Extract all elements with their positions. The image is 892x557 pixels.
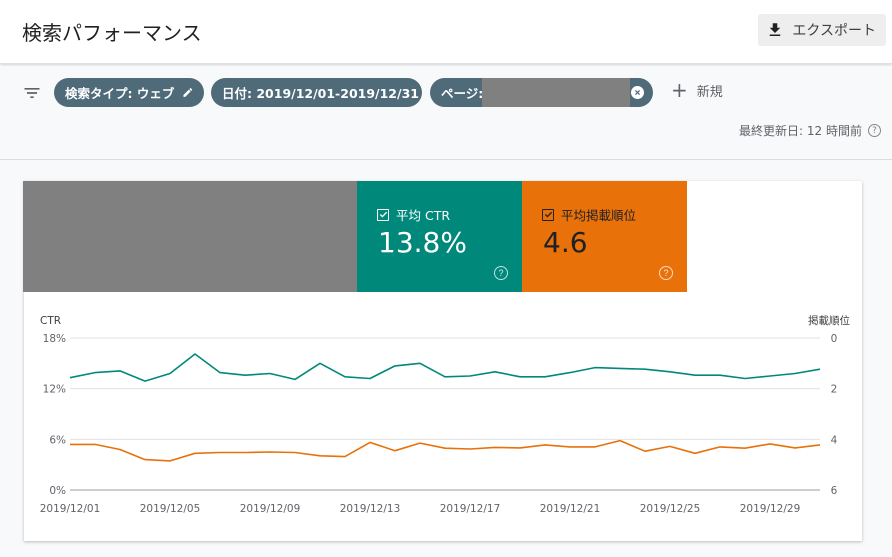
add-filter-label: 新規	[696, 84, 723, 100]
redacted-page-url	[482, 78, 630, 107]
right-tick-label: 2	[831, 384, 838, 396]
position-checkbox-icon[interactable]	[542, 208, 554, 221]
page-filter-chip[interactable]: ページ:	[430, 78, 653, 107]
export-label: エクスポート	[792, 23, 876, 39]
date-filter-chip[interactable]: 日付: 2019/12/01-2019/12/31	[211, 78, 422, 107]
page-chip-label: ページ:	[441, 86, 484, 101]
plus-icon: +	[671, 78, 688, 102]
x-tick-label: 2019/12/05	[140, 503, 201, 515]
right-tick-label: 4	[831, 434, 838, 446]
ctr-metric-value: 13.8%	[378, 226, 467, 259]
help-icon[interactable]: ?	[868, 124, 881, 137]
page-header: 検索パフォーマンス エクスポート	[0, 0, 892, 64]
date-chip-label: 日付: 2019/12/01-2019/12/31	[222, 86, 419, 101]
position-metric-label: 平均掲載順位	[561, 208, 637, 223]
help-icon[interactable]: ?	[659, 266, 673, 280]
left-tick-label: 0%	[49, 485, 66, 497]
edit-pencil-icon[interactable]	[182, 86, 194, 99]
left-axis-title: CTR	[40, 315, 61, 327]
right-axis-title: 掲載順位	[808, 314, 850, 327]
filter-icon[interactable]	[22, 83, 42, 103]
left-tick-label: 18%	[43, 333, 66, 345]
last-updated-text: 最終更新日: 12 時間前	[739, 124, 862, 138]
x-tick-label: 2019/12/09	[240, 503, 301, 515]
ctr-metric-tile[interactable]: 平均 CTR 13.8% ?	[357, 181, 522, 292]
right-tick-label: 0	[831, 333, 838, 345]
position-metric-tile[interactable]: 平均掲載順位 4.6 ?	[522, 181, 687, 292]
x-tick-label: 2019/12/21	[540, 503, 601, 515]
performance-card: 平均 CTR 13.8% ? 平均掲載順位 4.6 ? 18% 12% 6% 0% 0 2…	[23, 181, 862, 541]
position-metric-value: 4.6	[543, 226, 588, 259]
x-tick-label: 2019/12/25	[640, 503, 701, 515]
ctr-metric-label: 平均 CTR	[396, 208, 451, 223]
add-filter-button[interactable]: + 新規	[671, 80, 723, 100]
x-tick-label: 2019/12/17	[440, 503, 501, 515]
page-title: 検索パフォーマンス	[22, 21, 202, 45]
remove-filter-icon[interactable]	[631, 86, 644, 99]
ctr-series-line	[69, 353, 821, 382]
redacted-metrics	[23, 181, 357, 292]
left-tick-label: 6%	[49, 434, 66, 446]
left-tick-label: 12%	[43, 384, 66, 396]
search-type-chip-label: 検索タイプ: ウェブ	[65, 86, 175, 101]
x-tick-label: 2019/12/29	[740, 503, 801, 515]
x-tick-label: 2019/12/13	[340, 503, 401, 515]
search-type-filter-chip[interactable]: 検索タイプ: ウェブ	[54, 78, 204, 107]
export-button[interactable]: エクスポート	[758, 14, 886, 46]
download-icon	[770, 23, 781, 36]
help-icon[interactable]: ?	[494, 266, 508, 280]
filter-bar: 検索タイプ: ウェブ 日付: 2019/12/01-2019/12/31 ページ…	[0, 66, 892, 160]
ctr-checkbox-icon[interactable]	[377, 208, 389, 221]
x-tick-label: 2019/12/01	[40, 503, 101, 515]
last-updated: 最終更新日: 12 時間前 ?	[739, 122, 881, 139]
position-series-line	[70, 439, 821, 462]
performance-chart: 18% 12% 6% 0% 0 2 4 6 CTR 掲載順位 2019/12/01 2019/12/0…	[40, 314, 851, 515]
right-tick-label: 6	[831, 485, 838, 497]
